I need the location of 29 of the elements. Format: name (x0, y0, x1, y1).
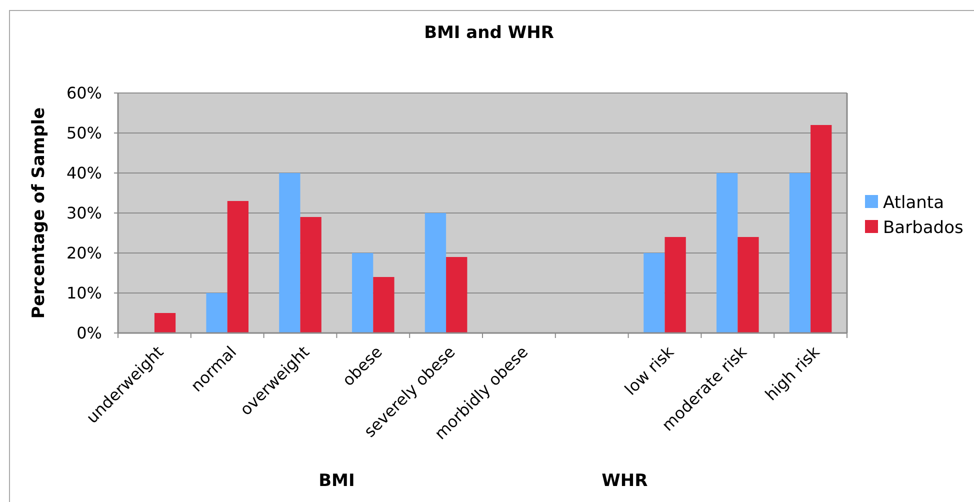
bar (810, 125, 832, 333)
y-tick-label: 20% (66, 244, 102, 263)
bar (424, 213, 446, 333)
bar (154, 313, 176, 333)
y-tick-label: 10% (66, 284, 102, 303)
legend-label: Barbados (883, 218, 964, 238)
text: BMI (318, 471, 355, 491)
y-axis-title: Percentage of Sample (29, 107, 49, 319)
bar (206, 293, 228, 333)
x-tick-label: low risk (620, 342, 678, 399)
y-tick-label: 60% (66, 84, 102, 103)
y-tick-label: 0% (76, 324, 102, 343)
chart-title: BMI and WHR (424, 23, 554, 43)
bar (352, 253, 374, 333)
y-tick-label: 40% (66, 164, 102, 183)
bar (227, 201, 248, 333)
bar (644, 253, 665, 333)
text: WHR (602, 471, 648, 491)
bar (738, 237, 759, 333)
bar (664, 237, 686, 333)
legend-label: Atlanta (883, 192, 944, 213)
bar (279, 173, 300, 333)
bar (373, 277, 394, 333)
y-tick-label: 50% (66, 124, 102, 143)
bar (716, 173, 738, 333)
y-tick-label: 30% (66, 204, 102, 223)
bar (446, 257, 468, 333)
bar (300, 217, 322, 333)
bar (789, 173, 811, 333)
